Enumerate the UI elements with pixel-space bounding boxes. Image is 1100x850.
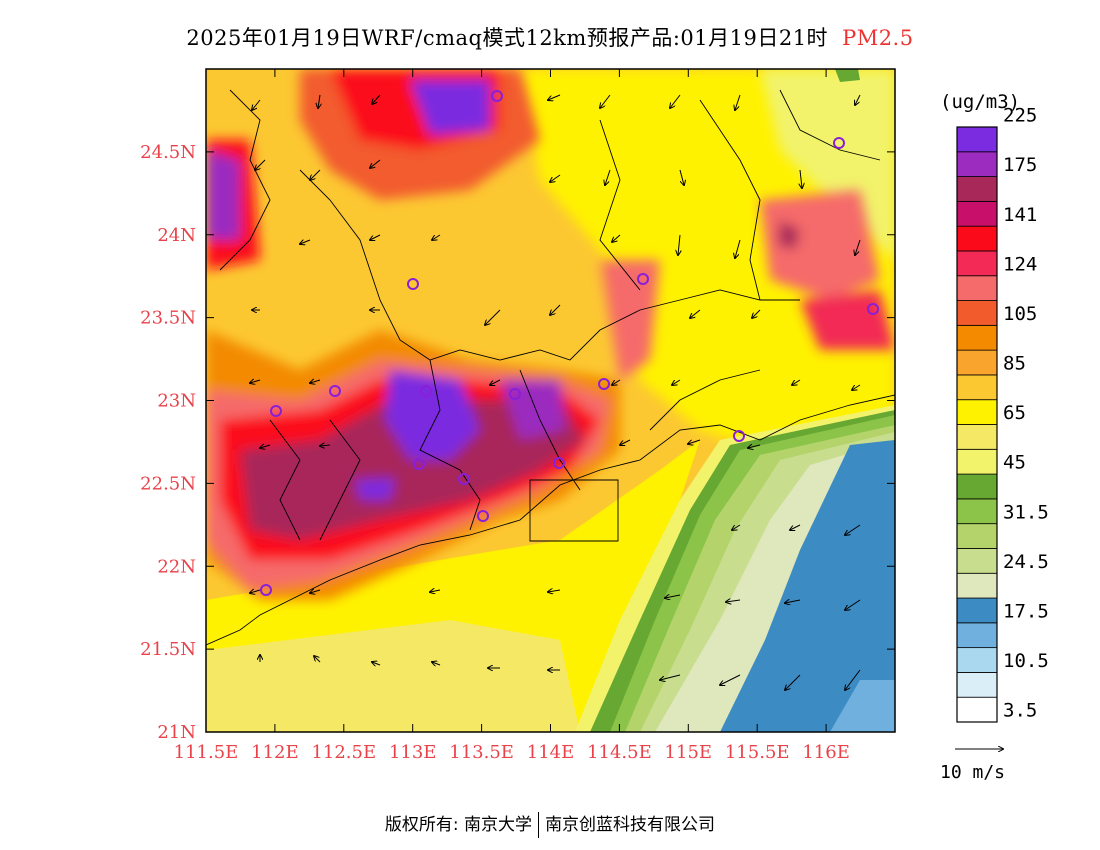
lat-tick-label: 24N xyxy=(157,225,196,246)
lon-tick-label: 111.5E xyxy=(174,742,239,763)
legend-swatch xyxy=(956,250,998,277)
site-markers xyxy=(260,90,879,596)
legend-swatch xyxy=(956,275,998,301)
legend-swatch xyxy=(956,349,998,376)
lat-tick-label: 22.5N xyxy=(140,473,196,494)
pm25-field xyxy=(206,69,895,732)
legend-swatch xyxy=(956,672,998,698)
lat-tick-label: 21N xyxy=(157,722,196,743)
lat-tick-label: 23.5N xyxy=(140,308,196,329)
legend-value-label: 3.5 xyxy=(1003,700,1037,722)
map-title: 2025年01月19日WRF/cmaq模式12km预报产品:01月19日21时 P… xyxy=(0,22,1100,52)
legend-swatch xyxy=(956,151,998,177)
legend-frame xyxy=(956,126,998,723)
legend-value-label: 31.5 xyxy=(1003,501,1049,523)
footer-divider xyxy=(538,812,540,838)
title-text: 2025年01月19日WRF/cmaq模式12km预报产品:01月19日21时 xyxy=(186,26,829,50)
legend-swatch xyxy=(956,300,998,326)
legend-swatch xyxy=(956,324,998,351)
legend-swatch xyxy=(956,548,998,574)
legend-swatch xyxy=(956,200,998,227)
legend-value-label: 24.5 xyxy=(1003,551,1049,573)
legend-swatch xyxy=(956,696,998,723)
legend-value-label: 141 xyxy=(1003,204,1037,226)
lat-tick-label: 24.5N xyxy=(140,142,196,163)
legend-swatch xyxy=(956,424,998,450)
legend-swatch xyxy=(956,622,998,649)
legend-value-label: 45 xyxy=(1003,452,1026,474)
lon-tick-label: 115.5E xyxy=(725,742,790,763)
wind-vectors xyxy=(250,94,861,690)
lat-tick-label: 21.5N xyxy=(140,639,196,660)
lon-tick-label: 115E xyxy=(665,742,713,763)
latitude-axis: 21N 21.5N 22N 22.5N 23N 23.5N 24N 24.5N xyxy=(140,142,895,743)
legend-value-label: 65 xyxy=(1003,402,1026,424)
lat-tick-label: 22N xyxy=(157,556,196,577)
lon-tick-label: 116E xyxy=(802,742,850,763)
legend-swatch xyxy=(956,176,998,202)
legend-swatch xyxy=(956,597,998,624)
legend-swatch xyxy=(956,225,998,252)
wind-scale-label: 10 m/s xyxy=(940,762,1005,783)
pollutant-label: PM2.5 xyxy=(842,26,914,50)
legend-unit: (ug/m3) xyxy=(940,91,1020,113)
legend-value-label: 17.5 xyxy=(1003,600,1049,622)
legend-swatch xyxy=(956,374,998,401)
lon-tick-label: 113.5E xyxy=(449,742,514,763)
legend-swatch xyxy=(956,523,998,549)
legend-value-label: 225 xyxy=(1003,105,1037,127)
legend-swatch xyxy=(956,498,998,525)
legend-labels: 3.5 10.5 17.5 24.5 31.5 45 65 85 105 124 141 175 225 xyxy=(1003,105,1049,722)
legend-value-label: 10.5 xyxy=(1003,650,1049,672)
legend-swatch xyxy=(956,399,998,425)
owner-right: 南京创蓝科技有限公司 xyxy=(545,815,716,835)
color-legend xyxy=(956,126,998,723)
legend-value-label: 124 xyxy=(1003,253,1037,275)
lon-tick-label: 113E xyxy=(389,742,437,763)
copyright-footer: 版权所有: 南京大学 南京创蓝科技有限公司 xyxy=(0,810,1100,838)
legend-swatch xyxy=(956,647,998,673)
lon-tick-label: 112.5E xyxy=(311,742,376,763)
lon-tick-label: 114.5E xyxy=(587,742,652,763)
legend-value-label: 85 xyxy=(1003,353,1026,375)
legend-swatch xyxy=(956,448,998,475)
legend-swatch xyxy=(956,126,998,153)
legend-swatch xyxy=(956,572,998,599)
longitude-axis: 111.5E 112E 112.5E 113E 113.5E 114E 114.5E 115E… xyxy=(174,69,850,763)
lon-tick-label: 114E xyxy=(527,742,575,763)
lat-tick-label: 23N xyxy=(157,391,196,412)
legend-swatch xyxy=(956,473,998,500)
legend-value-label: 175 xyxy=(1003,154,1037,176)
owner-left: 版权所有: 南京大学 xyxy=(384,815,533,835)
lon-tick-label: 112E xyxy=(251,742,299,763)
legend-value-label: 105 xyxy=(1003,303,1037,325)
